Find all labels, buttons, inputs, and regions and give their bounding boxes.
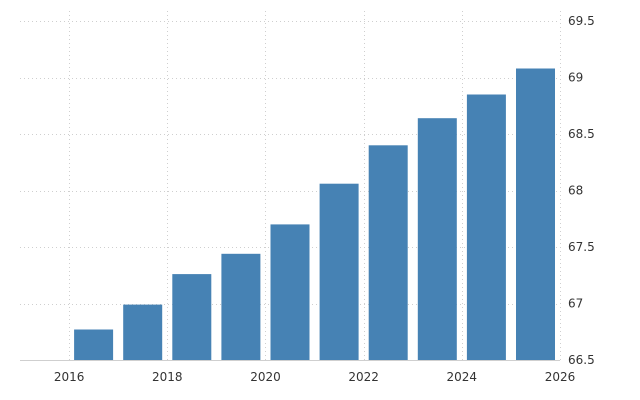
x-tick-label: 2024 (447, 370, 478, 384)
bars (74, 68, 555, 361)
x-tick-label: 2026 (545, 370, 576, 384)
x-tick-label: 2022 (348, 370, 379, 384)
bar-2023[interactable] (417, 118, 457, 360)
bar-2016[interactable] (74, 329, 114, 361)
y-tick-label: 68.5 (568, 127, 595, 141)
x-tick-label: 2020 (250, 370, 281, 384)
y-tick-label: 67 (568, 297, 583, 311)
bar-2019[interactable] (221, 253, 261, 360)
y-tick-label: 66.5 (568, 353, 595, 367)
y-tick-label: 69 (568, 71, 583, 85)
x-tick-label: 2016 (54, 370, 85, 384)
x-tick-label: 2018 (152, 370, 183, 384)
bar-2025[interactable] (516, 68, 555, 361)
bar-2024[interactable] (466, 94, 506, 361)
bar-2018[interactable] (172, 274, 212, 360)
y-tick-label: 69.5 (568, 14, 595, 28)
bar-2017[interactable] (123, 304, 163, 360)
bar-2020[interactable] (270, 224, 310, 360)
x-axis: 2016 2018 2020 2022 2024 2026 (20, 360, 576, 384)
bar-2022[interactable] (368, 145, 408, 360)
bar-2021[interactable] (319, 183, 359, 360)
y-tick-label: 67.5 (568, 240, 595, 254)
y-axis: 66.5 67 67.5 68 68.5 69 69.5 (568, 14, 595, 367)
y-tick-label: 68 (568, 184, 583, 198)
